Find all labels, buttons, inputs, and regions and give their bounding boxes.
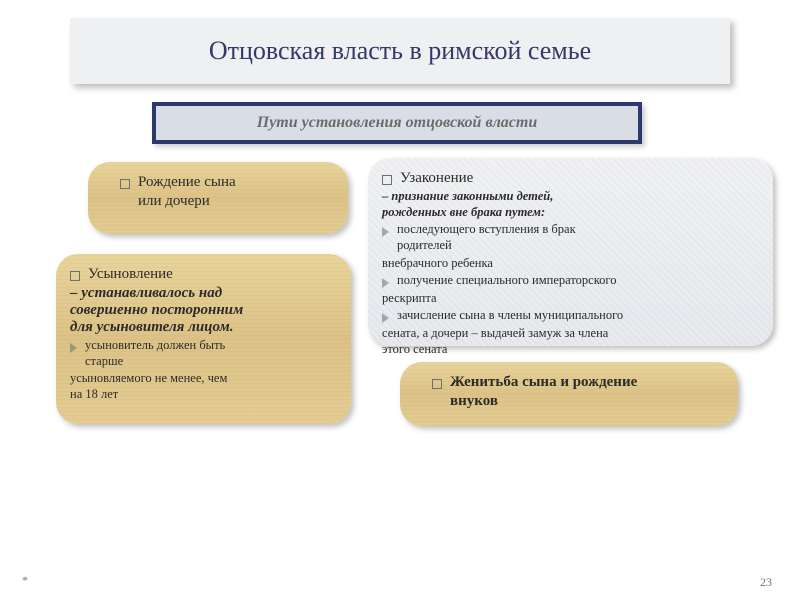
bullet-row: Рождение сына: [120, 174, 334, 191]
page-number: 23: [760, 575, 772, 590]
leg-t3b: этого сената: [382, 342, 759, 358]
card-marriage: Женитьба сына и рождение внуков: [400, 362, 738, 426]
square-bullet-icon: [70, 271, 80, 281]
leg-b2: получение специального императорского: [397, 273, 616, 289]
title-box: Отцовская власть в римской семье: [70, 18, 730, 84]
arrow-bullet-icon: [70, 343, 77, 353]
card-adopt-def2: совершенно посторонним: [70, 302, 337, 319]
subtitle-box: Пути установления отцовской власти: [152, 102, 642, 144]
leg-b1b: родителей: [397, 238, 576, 254]
adopt-tail2: на 18 лет: [70, 387, 337, 403]
subtitle-text: Пути установления отцовской власти: [257, 114, 538, 132]
bullet-row: Женитьба сына и рождение: [432, 374, 724, 391]
leg-b3: зачисление сына в члены муниципального: [397, 308, 623, 324]
square-bullet-icon: [432, 379, 442, 389]
bullet-row: Усыновление: [70, 266, 337, 283]
square-bullet-icon: [120, 179, 130, 189]
arrow-bullet-icon: [382, 278, 389, 288]
square-bullet-icon: [382, 175, 392, 185]
leg-def1: – признание законными детей,: [382, 189, 759, 205]
page-title: Отцовская власть в римской семье: [209, 36, 591, 66]
card-birth-lead: Рождение сына: [138, 174, 236, 191]
arrow-bullet-icon: [382, 227, 389, 237]
bullet-row: усыновитель должен быть старше: [70, 338, 337, 369]
bullet-text: усыновитель должен быть старше: [85, 338, 225, 369]
leg-def2: рожденных вне брака путем:: [382, 205, 759, 221]
card-legitimation: Узаконение – признание законными детей, …: [368, 158, 773, 346]
leg-t3a: сената, а дочери – выдачей замуж за член…: [382, 326, 759, 342]
card-birth-line2: или дочери: [138, 193, 334, 210]
marry-lead1: Женитьба сына и рождение: [450, 374, 637, 391]
adopt-b1a: усыновитель должен быть: [85, 338, 225, 354]
bullet-text: последующего вступления в брак родителей: [397, 222, 576, 253]
marry-lead2: внуков: [450, 393, 724, 410]
card-birth: Рождение сына или дочери: [88, 162, 348, 234]
arrow-bullet-icon: [382, 313, 389, 323]
card-adopt-def3: для усыновителя лицом.: [70, 319, 337, 336]
bullet-row: зачисление сына в члены муниципального: [382, 308, 759, 324]
footer-asterisk: *: [22, 573, 28, 588]
leg-t1: внебрачного ребенка: [382, 256, 759, 272]
adopt-b1b: старше: [85, 354, 225, 370]
bullet-row: последующего вступления в брак родителей: [382, 222, 759, 253]
bullet-row: Узаконение: [382, 170, 759, 187]
card-adoption: Усыновление – устанавливалось над соверш…: [56, 254, 351, 424]
adopt-tail1: усыновляемого не менее, чем: [70, 371, 337, 387]
bullet-row: получение специального императорского: [382, 273, 759, 289]
card-adopt-lead: Усыновление: [88, 266, 173, 283]
leg-b1a: последующего вступления в брак: [397, 222, 576, 238]
card-leg-lead: Узаконение: [400, 170, 473, 187]
card-adopt-def1: – устанавливалось над: [70, 285, 337, 302]
leg-t2: рескрипта: [382, 291, 759, 307]
